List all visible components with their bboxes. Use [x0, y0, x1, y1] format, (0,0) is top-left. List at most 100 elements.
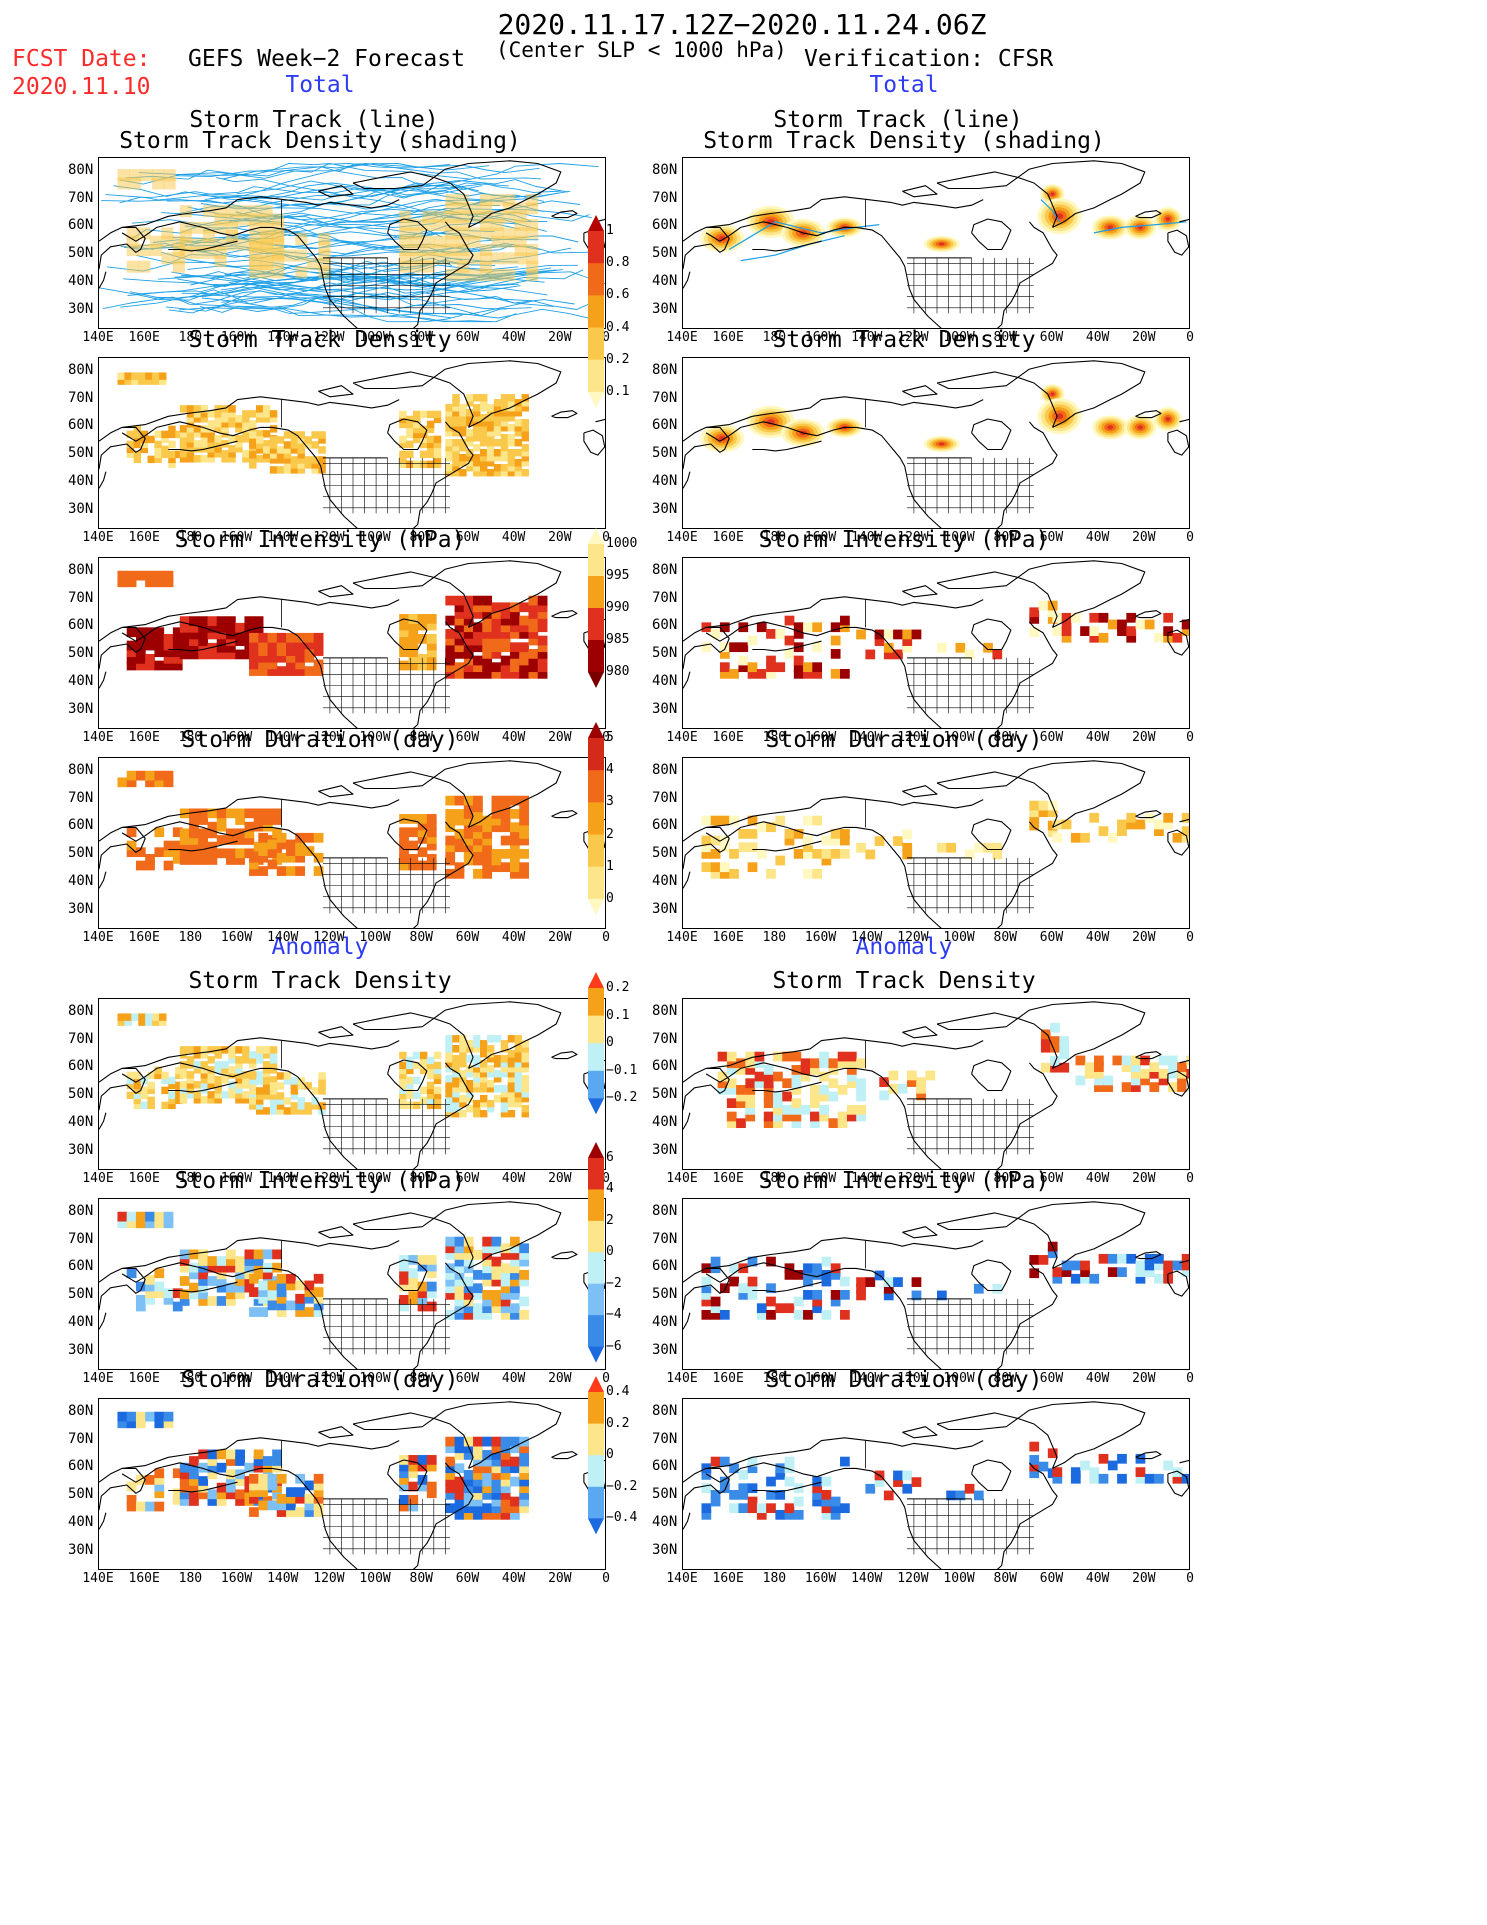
lon-label: 140W — [267, 1571, 299, 1586]
colorbar-tick-label: 5 — [606, 730, 614, 745]
lon-label: 100W — [943, 330, 975, 345]
colorbar-tick-label: 2 — [606, 826, 614, 842]
lat-label: 80N — [652, 561, 678, 578]
colorbar-tick-label: −0.4 — [606, 1510, 638, 1526]
lat-label: 30N — [652, 1141, 678, 1158]
lat-label: 60N — [652, 217, 678, 234]
lon-label: 0 — [1186, 330, 1194, 345]
left-total-label: Total — [285, 72, 355, 98]
lon-label: 40W — [1085, 1171, 1110, 1186]
colorbar-tick-label: −0.2 — [606, 1478, 638, 1494]
lon-label: 100W — [943, 1571, 975, 1586]
lon-label: 140E — [666, 1571, 698, 1586]
lon-label: 100W — [359, 330, 391, 345]
lon-label: 100W — [359, 1371, 391, 1386]
lon-label: 120W — [897, 1171, 929, 1186]
colorbar-tick-label: 2 — [606, 1212, 614, 1228]
colorbar-tick-label: 0.2 — [606, 351, 630, 367]
lon-label: 40W — [501, 1171, 526, 1186]
lat-label: 60N — [652, 1058, 678, 1075]
colorbar-tick-label: 990 — [606, 600, 630, 615]
lon-label: 160W — [804, 530, 837, 545]
lon-label: 140W — [851, 530, 883, 545]
map-svg — [683, 1001, 1189, 1169]
colorbar-tick-label: 995 — [606, 568, 630, 583]
lon-label: 120W — [313, 1371, 345, 1386]
lon-label: 160W — [220, 1571, 253, 1586]
map-svg — [683, 1401, 1189, 1569]
lon-label: 20W — [548, 530, 572, 545]
lat-label: 50N — [68, 245, 94, 262]
lat-label: 50N — [652, 445, 678, 462]
lat-label: 70N — [68, 1430, 94, 1447]
lon-label: 0 — [1186, 1171, 1194, 1186]
lon-label: 80W — [409, 330, 434, 345]
lat-label: 50N — [652, 845, 678, 862]
title-cfsr-density: Storm Track Density — [772, 327, 1036, 353]
lat-label: 60N — [68, 817, 94, 834]
lon-label: 160E — [128, 1571, 160, 1586]
right-column-title: Verification: CFSR — [804, 46, 1054, 72]
title-cfsr-intensity-anom: Storm Intensity (hPa) — [758, 1168, 1050, 1194]
lat-label: 80N — [68, 1002, 94, 1019]
lat-label: 60N — [68, 417, 94, 434]
lat-label: 40N — [68, 872, 94, 889]
lat-label: 60N — [652, 1258, 678, 1275]
map-svg — [683, 1201, 1189, 1369]
lon-label: 180 — [178, 1571, 203, 1586]
colorbar-tick-label: −4 — [606, 1307, 622, 1323]
lon-label: 0 — [1186, 530, 1194, 545]
colorbar-tick-label: −2 — [606, 1275, 622, 1291]
colorbar-tick-label: 0.2 — [606, 980, 630, 995]
map-svg — [99, 560, 605, 728]
lon-label: 40W — [501, 1371, 526, 1386]
lon-label: 20W — [1132, 1571, 1156, 1586]
colorbar-svg — [588, 215, 604, 408]
lon-label: 180 — [178, 1171, 203, 1186]
lat-label: 60N — [68, 217, 94, 234]
lon-label: 140W — [851, 730, 883, 745]
lon-label: 80W — [993, 730, 1018, 745]
map-svg — [683, 760, 1189, 928]
lon-label: 80W — [409, 530, 434, 545]
colorbar-svg — [588, 722, 604, 915]
map-svg — [683, 560, 1189, 728]
lat-label: 40N — [68, 1313, 94, 1330]
lon-label: 60W — [1039, 1571, 1064, 1586]
lon-label: 40W — [501, 530, 526, 545]
lon-label: 160W — [804, 1571, 837, 1586]
map-svg — [99, 360, 605, 528]
lat-label: 30N — [68, 500, 94, 517]
title-gefs-duration-anom: Storm Duration (day) — [181, 1367, 459, 1393]
lon-label: 160W — [220, 330, 253, 345]
lat-label: 70N — [68, 589, 94, 606]
lon-label: 80W — [409, 930, 434, 945]
left-column-title: GEFS Week−2 Forecast — [188, 46, 465, 72]
lon-label: 180 — [178, 1371, 203, 1386]
lat-label: 80N — [652, 1402, 678, 1419]
colorbar-svg — [588, 1376, 604, 1535]
map-cfsr-density-anom: 80N 70N 60N 50N 40N 30N 140E 160E 180 160W 140W 120… — [650, 998, 1194, 1186]
map-area — [682, 1198, 1190, 1370]
lon-label: 160E — [128, 730, 160, 745]
lat-label: 30N — [68, 1541, 94, 1558]
colorbar-tick-label: 0.4 — [606, 1384, 630, 1399]
colorbar-duration-anom: 0.4 0.2 0 −0.2 −0.4 — [580, 1376, 660, 1566]
lon-label: 140E — [666, 1371, 698, 1386]
lon-label: 140E — [666, 330, 698, 345]
lat-label: 70N — [68, 789, 94, 806]
map-gefs-density-anom: 80N 70N 60N 50N 40N 30N 140E 160E 180 160W 140W 120… — [66, 998, 610, 1186]
lat-label: 30N — [68, 900, 94, 917]
lat-label: 70N — [652, 1430, 678, 1447]
lat-label: 70N — [652, 189, 678, 206]
lon-label: 0 — [1186, 1571, 1194, 1586]
lon-label: 80W — [409, 1571, 434, 1586]
lon-label: 100W — [359, 1571, 391, 1586]
lat-label: 80N — [68, 361, 94, 378]
lat-label: 50N — [652, 245, 678, 262]
map-area — [98, 1198, 606, 1370]
lon-label: 140E — [82, 1171, 114, 1186]
title-gefs-track-shading: Storm Track Density (shading) — [119, 128, 521, 154]
lat-label: 30N — [68, 1341, 94, 1358]
lon-label: 140E — [666, 930, 698, 945]
